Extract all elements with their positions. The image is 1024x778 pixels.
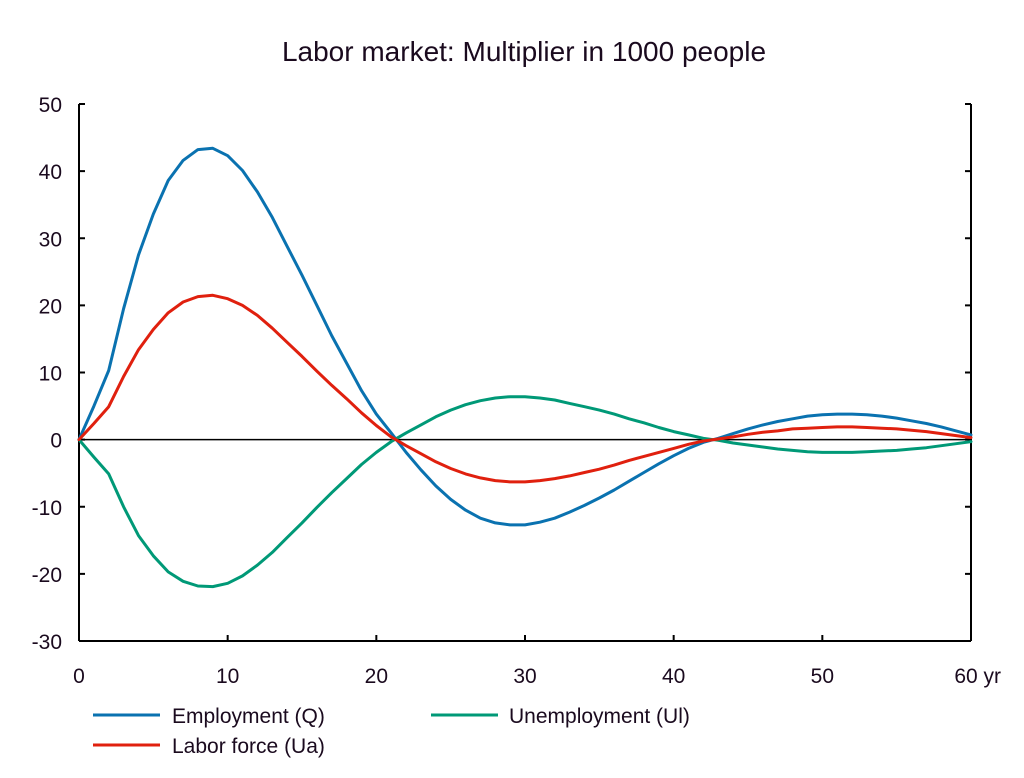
legend-label-employment: Employment (Q) xyxy=(172,705,325,728)
series-lines xyxy=(77,146,973,589)
x-tick-label: 10 xyxy=(216,665,239,688)
legend-item-unemployment: Unemployment (Ul) xyxy=(431,705,690,728)
y-tick-label: -20 xyxy=(32,564,62,587)
legend-item-employment: Employment (Q) xyxy=(93,705,325,728)
y-tick-label: 20 xyxy=(39,295,62,318)
y-tick-label: -10 xyxy=(32,497,62,520)
y-tick-label: 10 xyxy=(39,363,62,386)
x-ticks: 0 10 20 30 40 50 60 yr xyxy=(73,635,1001,688)
y-tick-label: 50 xyxy=(39,94,62,117)
y-ticks: 50 40 30 20 10 0 -10 -20 -30 xyxy=(32,94,971,654)
y-tick-label: 30 xyxy=(39,228,62,251)
x-tick-label: 20 xyxy=(365,665,388,688)
series-line-labor-force-ua xyxy=(77,293,973,484)
y-tick-label: 0 xyxy=(50,430,62,453)
legend-item-labor-force: Labor force (Ua) xyxy=(93,735,325,758)
chart-title: Labor market: Multiplier in 1000 people xyxy=(282,36,766,67)
x-tick-label: 0 xyxy=(73,665,85,688)
x-tick-label: 50 xyxy=(811,665,834,688)
x-tick-label: 30 xyxy=(513,665,536,688)
legend: Employment (Q) Unemployment (Ul) Labor f… xyxy=(93,705,690,758)
axes xyxy=(78,104,972,642)
legend-label-labor-force: Labor force (Ua) xyxy=(172,735,325,758)
y-tick-label: -30 xyxy=(32,631,62,654)
x-tick-label: 40 xyxy=(662,665,685,688)
legend-label-unemployment: Unemployment (Ul) xyxy=(509,705,690,728)
series-line-employment-q xyxy=(77,146,973,527)
series-line-unemployment-ul xyxy=(77,395,973,589)
y-tick-label: 40 xyxy=(39,161,62,184)
x-tick-label: 60 yr xyxy=(954,665,1001,688)
